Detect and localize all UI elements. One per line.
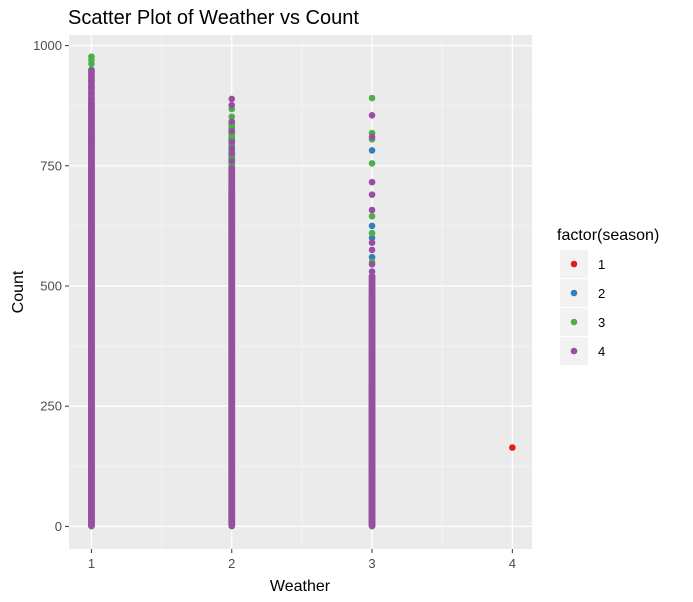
data-point-season-4	[368, 111, 376, 119]
x-tick-label: 2	[228, 556, 235, 571]
data-point-season-4	[88, 127, 95, 135]
data-point-season-4	[368, 268, 376, 275]
data-point-season-4	[368, 318, 376, 325]
data-point-season-2	[368, 253, 376, 261]
data-point-season-4	[88, 110, 95, 118]
data-point-season-2	[368, 147, 376, 154]
legend-label-3: 3	[598, 315, 605, 330]
legend-title: factor(season)	[557, 227, 659, 244]
data-point-season-4	[368, 239, 376, 247]
data-point-season-4	[88, 77, 95, 85]
data-point-season-2	[368, 222, 376, 230]
x-tick-label: 3	[368, 556, 375, 571]
legend-items: 1 2 3 4	[560, 250, 605, 365]
legend-label-2: 2	[598, 286, 605, 301]
data-band-season-4	[368, 273, 376, 530]
data-point-season-3	[228, 113, 236, 121]
data-point-season-4	[88, 132, 95, 140]
y-tick-label: 1000	[33, 38, 62, 53]
legend-label-4: 4	[598, 344, 605, 359]
data-point-season-4	[228, 149, 236, 157]
y-tick-label: 500	[40, 278, 62, 293]
y-tick-label: 750	[40, 158, 62, 173]
data-band-season-4	[88, 68, 95, 530]
legend-label-1: 1	[598, 257, 605, 272]
data-point-season-2	[368, 234, 376, 242]
data-marks	[88, 53, 516, 530]
data-point-season-4	[368, 206, 376, 214]
legend: factor(season) 1 2 3 4	[557, 227, 659, 365]
data-point-season-4	[368, 335, 376, 343]
data-point-season-3	[368, 160, 376, 167]
legend-key-2	[570, 289, 578, 297]
data-point-season-4	[88, 99, 95, 107]
legend-key-1	[570, 260, 578, 268]
data-point-season-4	[88, 71, 95, 78]
data-point-season-3	[228, 132, 236, 140]
data-point-season-4	[228, 127, 236, 135]
data-point-season-4	[368, 350, 376, 357]
y-tick-label: 0	[55, 519, 62, 534]
data-point-season-4	[368, 311, 376, 319]
x-tick-label: 1	[88, 556, 95, 571]
data-point-season-4	[368, 191, 376, 198]
data-point-season-3	[368, 229, 376, 237]
data-point-season-4	[368, 301, 376, 309]
data-point-season-4	[228, 138, 236, 146]
data-point-season-4	[88, 84, 95, 92]
x-axis: 1 2 3 4	[88, 549, 516, 571]
data-point-season-4	[228, 145, 236, 152]
y-axis: 0 250 500 750 1000	[33, 38, 69, 534]
data-point-season-4	[228, 101, 236, 109]
data-point-season-3	[368, 94, 376, 102]
data-point-season-4	[368, 178, 376, 186]
data-point-season-4	[88, 95, 95, 102]
data-band-season-4	[228, 164, 236, 530]
data-point-season-3	[368, 212, 376, 220]
data-point-season-4	[368, 246, 376, 254]
x-axis-label: Weather	[270, 578, 331, 595]
data-point-season-4	[368, 261, 376, 268]
data-point-season-4	[228, 118, 236, 125]
chart-title: Scatter Plot of Weather vs Count	[68, 7, 359, 29]
data-point-season-3	[88, 60, 95, 68]
plot-panel	[69, 35, 532, 549]
data-point-season-4	[88, 138, 95, 146]
y-axis-label: Count	[10, 270, 27, 313]
y-tick-label: 250	[40, 399, 62, 414]
data-point-season-1	[509, 444, 516, 451]
x-tick-label: 4	[509, 556, 516, 571]
legend-key-3	[570, 318, 578, 326]
grid-minor	[69, 35, 532, 549]
data-point-season-4	[368, 133, 376, 141]
data-point-season-4	[228, 95, 236, 103]
data-point-season-4	[88, 143, 95, 150]
data-point-season-4	[228, 157, 236, 165]
legend-key-4	[570, 347, 578, 355]
data-point-season-3	[228, 123, 236, 130]
